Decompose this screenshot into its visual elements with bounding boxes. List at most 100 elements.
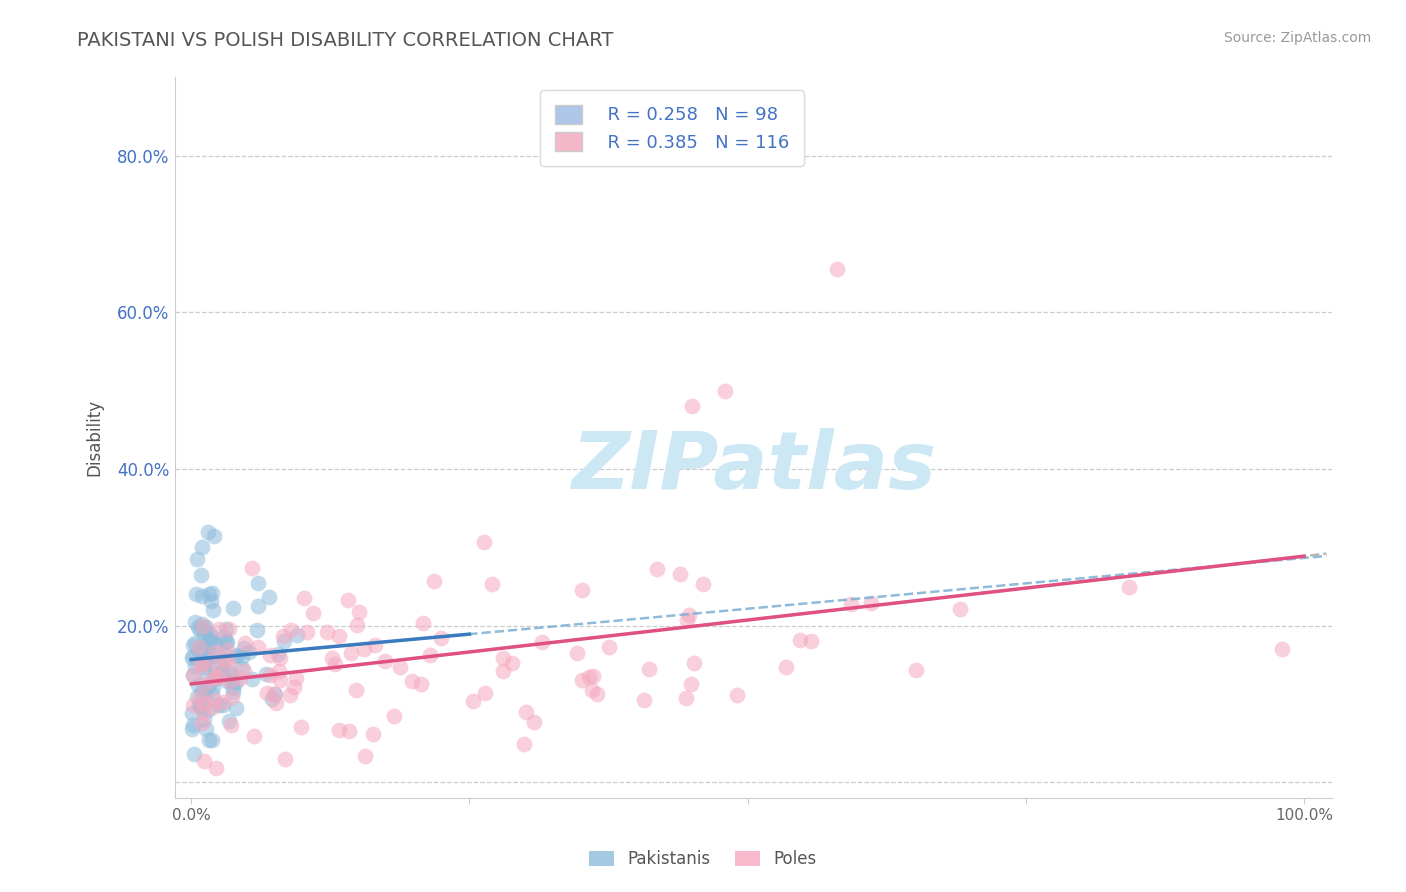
Point xyxy=(389,660,412,674)
Point xyxy=(205,666,228,681)
Point xyxy=(775,660,797,674)
Point xyxy=(340,647,363,661)
Point xyxy=(294,591,316,606)
Point xyxy=(198,635,221,649)
Text: PAKISTANI VS POLISH DISABILITY CORRELATION CHART: PAKISTANI VS POLISH DISABILITY CORRELATI… xyxy=(77,31,613,50)
Point xyxy=(633,693,655,707)
Point xyxy=(218,667,240,681)
Point xyxy=(194,689,217,703)
Point xyxy=(198,733,221,747)
Point xyxy=(839,597,862,611)
Point xyxy=(246,624,269,638)
Point xyxy=(789,632,811,647)
Point xyxy=(208,698,231,713)
Point xyxy=(412,616,434,631)
Point xyxy=(645,562,668,576)
Legend: Pakistanis, Poles: Pakistanis, Poles xyxy=(582,844,824,875)
Point xyxy=(188,690,211,704)
Point xyxy=(430,631,453,645)
Point xyxy=(269,651,291,665)
Text: ZIPatlas: ZIPatlas xyxy=(571,427,936,506)
Point xyxy=(187,620,209,634)
Point xyxy=(246,575,269,590)
Point xyxy=(207,670,229,684)
Point xyxy=(205,670,228,684)
Point xyxy=(859,596,882,610)
Point xyxy=(353,642,375,657)
Point xyxy=(197,587,219,601)
Point xyxy=(190,683,212,698)
Point xyxy=(231,650,253,665)
Point xyxy=(195,722,218,736)
Point xyxy=(349,605,371,619)
Point xyxy=(290,720,312,734)
Point xyxy=(215,653,238,667)
Point xyxy=(195,681,218,696)
Point xyxy=(197,646,219,660)
Point xyxy=(243,730,266,744)
Point xyxy=(183,648,205,663)
Point xyxy=(202,680,225,694)
Point xyxy=(205,639,228,653)
Point xyxy=(204,645,226,659)
Point xyxy=(201,585,224,599)
Point xyxy=(284,671,307,685)
Point xyxy=(904,664,927,678)
Point xyxy=(637,662,659,676)
Point xyxy=(188,623,211,637)
Point xyxy=(193,660,215,674)
Point xyxy=(316,624,339,639)
Point xyxy=(208,622,231,636)
Point xyxy=(501,656,523,670)
Point xyxy=(198,626,221,640)
Point xyxy=(191,657,214,672)
Point xyxy=(582,669,605,683)
Point xyxy=(523,715,546,730)
Point xyxy=(217,643,239,657)
Point xyxy=(211,664,233,678)
Point xyxy=(218,622,240,636)
Point xyxy=(401,674,423,689)
Point xyxy=(256,686,278,700)
Point xyxy=(254,667,277,681)
Point xyxy=(581,682,603,697)
Point xyxy=(492,664,515,678)
Point xyxy=(218,714,240,728)
Point xyxy=(678,608,700,623)
Point xyxy=(725,688,748,702)
Point xyxy=(681,677,703,691)
Point xyxy=(209,656,232,670)
Point xyxy=(193,712,215,726)
Point xyxy=(187,678,209,692)
Point xyxy=(198,634,221,648)
Point xyxy=(197,640,219,654)
Point xyxy=(221,690,243,705)
Point xyxy=(191,621,214,635)
Point xyxy=(267,648,290,662)
Point xyxy=(515,705,537,719)
Point xyxy=(211,644,233,658)
Point xyxy=(825,262,848,277)
Text: Source: ZipAtlas.com: Source: ZipAtlas.com xyxy=(1223,31,1371,45)
Point xyxy=(190,645,212,659)
Point xyxy=(247,599,270,613)
Point xyxy=(188,698,211,712)
Point xyxy=(193,656,215,670)
Point xyxy=(198,650,221,665)
Point xyxy=(492,650,515,665)
Point xyxy=(190,568,212,582)
Point xyxy=(238,644,260,658)
Point xyxy=(374,654,396,668)
Point xyxy=(215,623,238,637)
Point xyxy=(201,603,224,617)
Point xyxy=(364,638,387,652)
Point xyxy=(337,724,360,739)
Point xyxy=(1118,580,1140,594)
Point xyxy=(181,718,204,732)
Point xyxy=(246,640,269,655)
Point xyxy=(302,607,325,621)
Point xyxy=(565,646,588,660)
Point xyxy=(219,673,242,688)
Point xyxy=(419,648,441,662)
Point xyxy=(676,613,699,627)
